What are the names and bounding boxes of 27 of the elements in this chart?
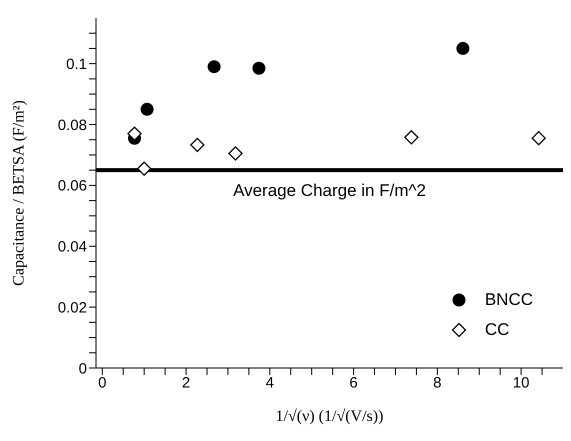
- point: [190, 138, 205, 152]
- point: [208, 60, 221, 74]
- y-tick-label: 0.1: [66, 56, 87, 73]
- x-tick-label: 0: [98, 374, 106, 392]
- x-tick-label: 4: [266, 374, 274, 392]
- y-tick-label: 0.08: [58, 116, 87, 134]
- x-tick-label: 8: [433, 374, 442, 392]
- y-tick-label: 0.04: [58, 238, 87, 256]
- y-tick-label: 0.02: [58, 299, 87, 316]
- x-tick-label: 10: [512, 374, 530, 392]
- ref-line-label: Average Charge in F/m^2: [233, 181, 426, 200]
- x-tick-label: 6: [349, 374, 358, 392]
- y-tick-label: 0.06: [58, 178, 87, 195]
- point: [456, 42, 470, 55]
- point: [127, 126, 142, 141]
- point: [137, 162, 152, 176]
- point: [228, 146, 243, 161]
- point: [252, 62, 266, 75]
- point: [404, 130, 419, 144]
- point: [532, 131, 546, 146]
- x-tick-label: 2: [182, 374, 190, 392]
- point: [140, 102, 154, 116]
- legend-label: CC: [484, 320, 510, 340]
- legend-label: BNCC: [484, 290, 533, 310]
- y-tick-label: 0: [78, 360, 87, 378]
- x-axis-title: 1/√(ν) (1/√(V/s)): [276, 408, 384, 425]
- y-axis-title: Capacitance / BETSA (F/m²): [10, 100, 28, 286]
